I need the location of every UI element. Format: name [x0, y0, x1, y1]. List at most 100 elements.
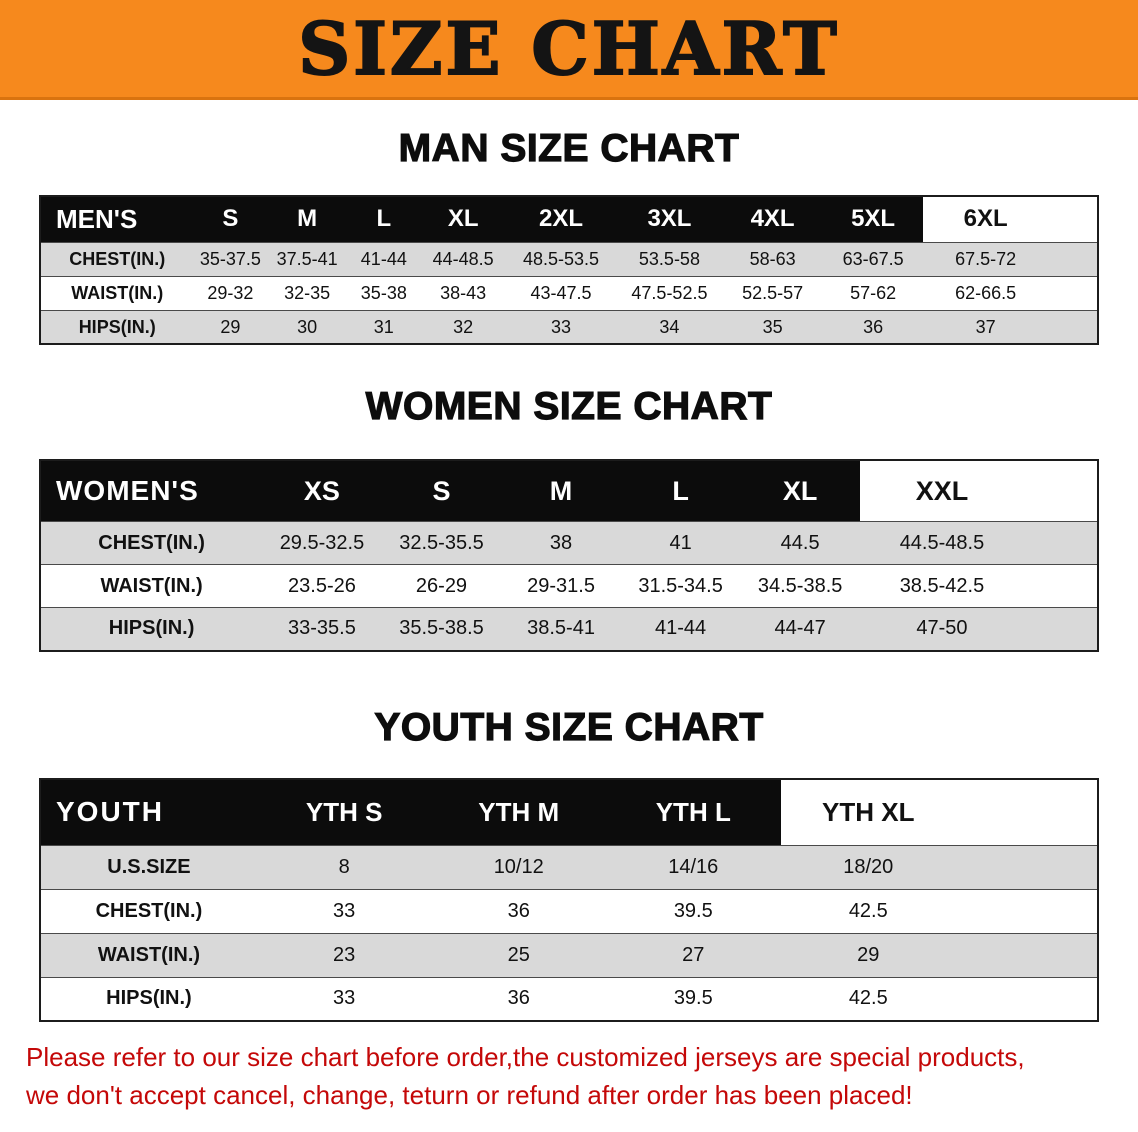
row-label: U.S.SIZE [107, 855, 191, 878]
size-value-cell: 62-66.5 [955, 282, 1017, 303]
row-label: WAIST(IN.) [100, 574, 203, 597]
row-label: HIPS(IN.) [78, 316, 156, 337]
table-row: CHEST(IN.) 35-37.5 37.5-41 41-44 44-48.5 48.5… [40, 242, 1098, 277]
size-value-cell: 67.5-72 [955, 248, 1017, 269]
size-column-header: YTH M [431, 778, 606, 846]
size-column-header: L [346, 195, 421, 243]
size-value-cell: 29-31.5 [527, 574, 595, 597]
table-row: WAIST(IN.) 29-32 32-35 35-38 38-43 43-47.5 47.… [40, 276, 1098, 311]
size-column-header: XL [740, 460, 860, 522]
size-value-cell: 41 [669, 531, 692, 554]
banner-title: SIZE CHART [297, 5, 840, 91]
size-value-cell: 52.5-57 [742, 282, 804, 303]
size-value-cell: 44-47 [774, 617, 826, 640]
size-value-cell: 44-48.5 [432, 248, 494, 269]
youth-section-heading: YOUTH SIZE CHART [374, 705, 764, 749]
size-value-cell: 14/16 [668, 855, 719, 878]
men-size-table: MEN'S S M L XL 2XL 3XL 4XL 5XL 6XL CHEST(IN.) 35-… [39, 194, 1099, 346]
row-label: WAIST(IN.) [97, 943, 201, 966]
size-value-cell: 37.5-41 [276, 248, 338, 269]
size-value-cell: 33 [333, 987, 356, 1010]
size-column-header: XL [420, 195, 506, 243]
size-column-header: XXL [859, 460, 1098, 522]
row-label: HIPS(IN.) [108, 617, 195, 640]
size-column-header: 3XL [616, 195, 723, 243]
size-value-cell: 39.5 [673, 987, 713, 1010]
disclaimer-line-2: we don't accept cancel, change, teturn o… [26, 1080, 913, 1111]
table-row: HIPS(IN.) 29 30 31 32 33 34 35 36 37 [40, 310, 1098, 345]
size-value-cell: 33 [550, 316, 572, 337]
size-column-header: S [381, 460, 502, 522]
size-column-header: YTH L [606, 778, 781, 846]
size-column-header: 5XL [822, 195, 924, 243]
size-value-cell: 35-37.5 [199, 248, 261, 269]
size-value-cell: 18/20 [843, 855, 894, 878]
women-size-table: WOMEN'S XS S M L XL XXL CHEST(IN.) 29.5-32.5 32… [39, 459, 1099, 652]
size-column-header: M [501, 460, 621, 522]
size-value-cell: 37 [975, 316, 996, 337]
size-value-cell: 41-44 [360, 248, 407, 269]
women-corner-label: WOMEN'S [40, 460, 263, 522]
size-value-cell: 38.5-42.5 [899, 574, 985, 597]
size-value-cell: 63-67.5 [842, 248, 904, 269]
youth-header-row: YOUTH YTH S YTH M YTH L YTH XL [40, 778, 1098, 846]
row-label: HIPS(IN.) [106, 987, 192, 1010]
size-value-cell: 25 [507, 943, 530, 966]
row-label: CHEST(IN.) [69, 248, 166, 269]
table-row: CHEST(IN.) 29.5-32.5 32.5-35.5 38 41 44.5 44.5… [40, 521, 1098, 565]
size-value-cell: 34.5-38.5 [757, 574, 843, 597]
size-column-header: S [193, 195, 268, 243]
size-value-cell: 38 [549, 531, 573, 554]
size-value-cell: 41-44 [655, 617, 707, 640]
size-value-cell: 36 [507, 899, 530, 922]
youth-size-table: YOUTH YTH S YTH M YTH L YTH XL U.S.SIZE 8 10/… [39, 777, 1099, 1023]
men-header-row: MEN'S S M L XL 2XL 3XL 4XL 5XL 6XL [40, 195, 1098, 243]
size-column-header: YTH XL [780, 778, 1098, 846]
table-row: HIPS(IN.) 33-35.5 35.5-38.5 38.5-41 41-44 44-… [40, 607, 1098, 651]
size-value-cell: 34 [659, 316, 680, 337]
size-value-cell: 36 [507, 987, 530, 1010]
row-label: CHEST(IN.) [95, 899, 203, 922]
size-column-header: YTH S [256, 778, 432, 846]
row-label: CHEST(IN.) [98, 531, 205, 554]
size-value-cell: 33-35.5 [288, 617, 356, 640]
size-value-cell: 10/12 [493, 855, 544, 878]
size-column-header: 2XL [505, 195, 617, 243]
size-value-cell: 44.5-48.5 [899, 531, 985, 554]
size-value-cell: 32 [453, 316, 474, 337]
size-value-cell: 36 [863, 316, 884, 337]
size-column-header: 6XL [923, 195, 1098, 243]
size-value-cell: 42.5 [848, 987, 888, 1010]
disclaimer: Please refer to our size chart before or… [0, 1038, 1138, 1114]
size-value-cell: 35.5-38.5 [399, 617, 484, 640]
table-row: U.S.SIZE 8 10/12 14/16 18/20 [40, 845, 1098, 890]
size-value-cell: 53.5-58 [638, 248, 700, 269]
size-value-cell: 29.5-32.5 [279, 531, 365, 554]
disclaimer-line-1: Please refer to our size chart before or… [26, 1042, 1025, 1073]
size-value-cell: 30 [297, 316, 318, 337]
men-corner-label: MEN'S [40, 195, 194, 243]
table-row: CHEST(IN.) 33 36 39.5 42.5 [40, 889, 1098, 934]
table-row: HIPS(IN.) 33 36 39.5 42.5 [40, 977, 1098, 1022]
size-value-cell: 47-50 [916, 617, 968, 640]
size-value-cell: 29 [220, 316, 241, 337]
size-value-cell: 38-43 [440, 282, 487, 303]
size-value-cell: 27 [682, 943, 705, 966]
size-value-cell: 8 [338, 855, 350, 878]
size-value-cell: 38.5-41 [527, 617, 595, 640]
size-column-header: M [267, 195, 347, 243]
size-value-cell: 32.5-35.5 [399, 531, 484, 554]
size-value-cell: 48.5-53.5 [522, 248, 600, 269]
size-value-cell: 29 [857, 943, 880, 966]
youth-corner-label: YOUTH [40, 778, 257, 846]
table-row: WAIST(IN.) 23.5-26 26-29 29-31.5 31.5-34.5 34… [40, 564, 1098, 608]
size-value-cell: 57-62 [850, 282, 897, 303]
men-section-heading: MAN SIZE CHART [398, 126, 740, 170]
banner: SIZE CHART [0, 0, 1138, 100]
size-value-cell: 39.5 [673, 899, 713, 922]
size-value-cell: 43-47.5 [530, 282, 592, 303]
size-value-cell: 42.5 [848, 899, 888, 922]
size-value-cell: 35-38 [360, 282, 407, 303]
size-column-header: XS [262, 460, 382, 522]
